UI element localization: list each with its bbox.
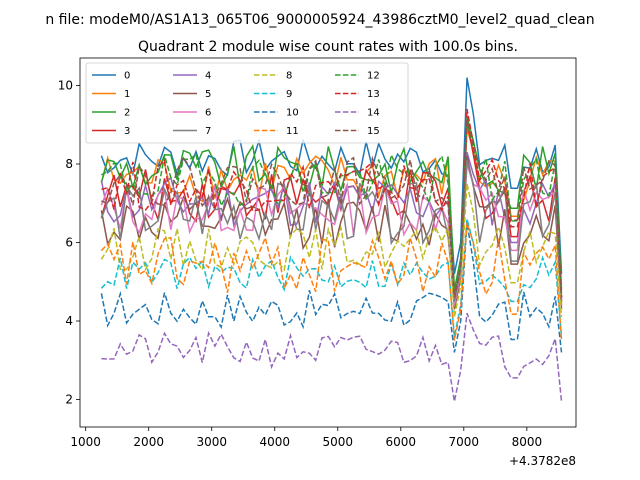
x-tick-label: 3000 <box>196 435 227 449</box>
y-tick-label: 10 <box>58 78 73 92</box>
series-line-4 <box>100 151 563 298</box>
x-tick-label: 8000 <box>512 435 543 449</box>
y-tick-label: 6 <box>65 236 73 250</box>
series-layer <box>100 77 563 402</box>
y-axis: 2 4 6 8 10 <box>58 78 80 407</box>
y-tick-label: 8 <box>65 157 73 171</box>
legend-label-15: 15 <box>367 126 380 137</box>
legend-label-13: 13 <box>367 89 380 100</box>
series-line-15 <box>101 116 563 298</box>
x-tick-label: 2000 <box>133 435 164 449</box>
series-line-14 <box>101 312 563 402</box>
y-tick-label: 2 <box>65 393 73 407</box>
x-tick-label: 1000 <box>70 435 101 449</box>
legend-label-2: 2 <box>124 108 130 119</box>
legend-label-1: 1 <box>124 89 130 100</box>
x-tick-label: 5000 <box>322 435 353 449</box>
series-line-12 <box>101 120 563 294</box>
x-axis: 1000 2000 3000 4000 5000 6000 7000 8000 <box>70 427 542 449</box>
series-line-11 <box>100 222 563 341</box>
y-tick-label: 4 <box>65 314 73 328</box>
legend-label-9: 9 <box>286 89 292 100</box>
legend-label-8: 8 <box>286 71 292 82</box>
legend-label-14: 14 <box>367 108 380 119</box>
x-tick-label: 7000 <box>449 435 480 449</box>
x-tick-label: 6000 <box>386 435 417 449</box>
legend-label-6: 6 <box>205 108 211 119</box>
x-tick-label: 4000 <box>259 435 290 449</box>
legend-label-11: 11 <box>286 126 299 137</box>
legend-label-0: 0 <box>124 71 130 82</box>
legend-label-7: 7 <box>205 126 211 137</box>
plot-area: 1000 2000 3000 4000 5000 6000 7000 8000 246810 … <box>58 57 577 468</box>
legend-label-10: 10 <box>286 108 299 119</box>
legend-label-4: 4 <box>205 71 211 82</box>
series-line-1 <box>100 128 563 306</box>
series-line-2 <box>100 116 563 290</box>
series-line-7 <box>100 159 563 302</box>
legend-label-12: 12 <box>367 71 380 82</box>
x-offset-label: +4.3782e8 <box>509 454 576 468</box>
series-line-10 <box>100 222 563 353</box>
figure-suptitle: n file: modeM0/AS1A13_065T06_9000005924_… <box>45 12 594 28</box>
chart-title: Quadrant 2 module wise count rates with … <box>138 39 518 55</box>
legend-label-5: 5 <box>205 89 211 100</box>
legend-label-3: 3 <box>124 126 130 137</box>
series-line-9 <box>100 218 563 337</box>
series-line-13 <box>101 108 563 298</box>
series-line-6 <box>100 163 563 306</box>
legend-box <box>85 62 409 144</box>
